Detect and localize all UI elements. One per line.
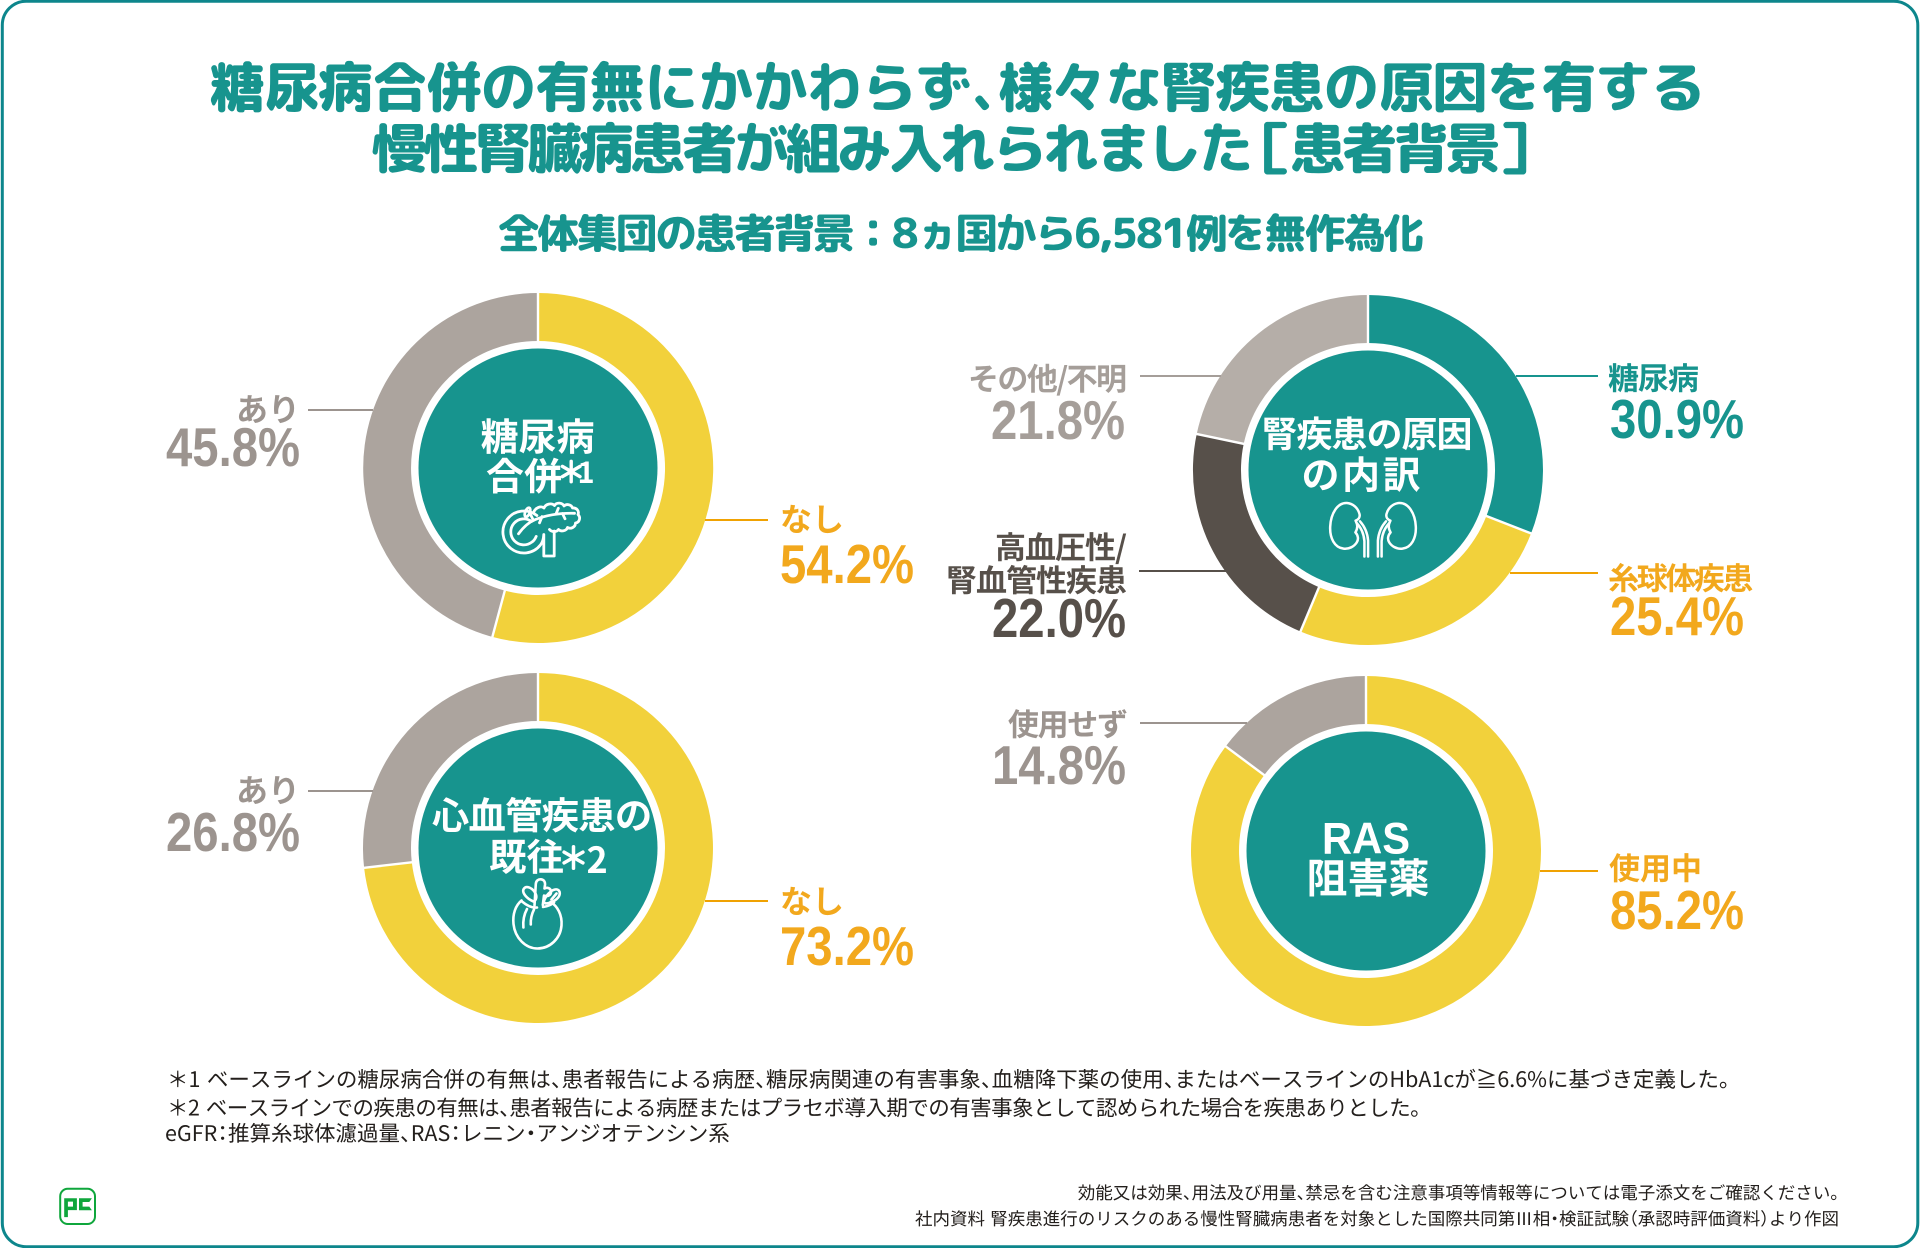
svg-text:25.4%: 25.4% — [1610, 585, 1744, 647]
svg-text:54.2%: 54.2% — [780, 533, 914, 595]
svg-text:21.8%: 21.8% — [991, 389, 1125, 451]
svg-text:14.8%: 14.8% — [992, 734, 1126, 796]
svg-text:30.9%: 30.9% — [1610, 388, 1744, 450]
svg-text:26.8%: 26.8% — [166, 801, 300, 863]
svg-text:85.2%: 85.2% — [1610, 879, 1744, 941]
svg-text:22.0%: 22.0% — [992, 587, 1126, 649]
svg-text:73.2%: 73.2% — [780, 915, 914, 977]
svg-text:45.8%: 45.8% — [166, 416, 300, 478]
svg-text:RAS: RAS — [1322, 815, 1410, 864]
